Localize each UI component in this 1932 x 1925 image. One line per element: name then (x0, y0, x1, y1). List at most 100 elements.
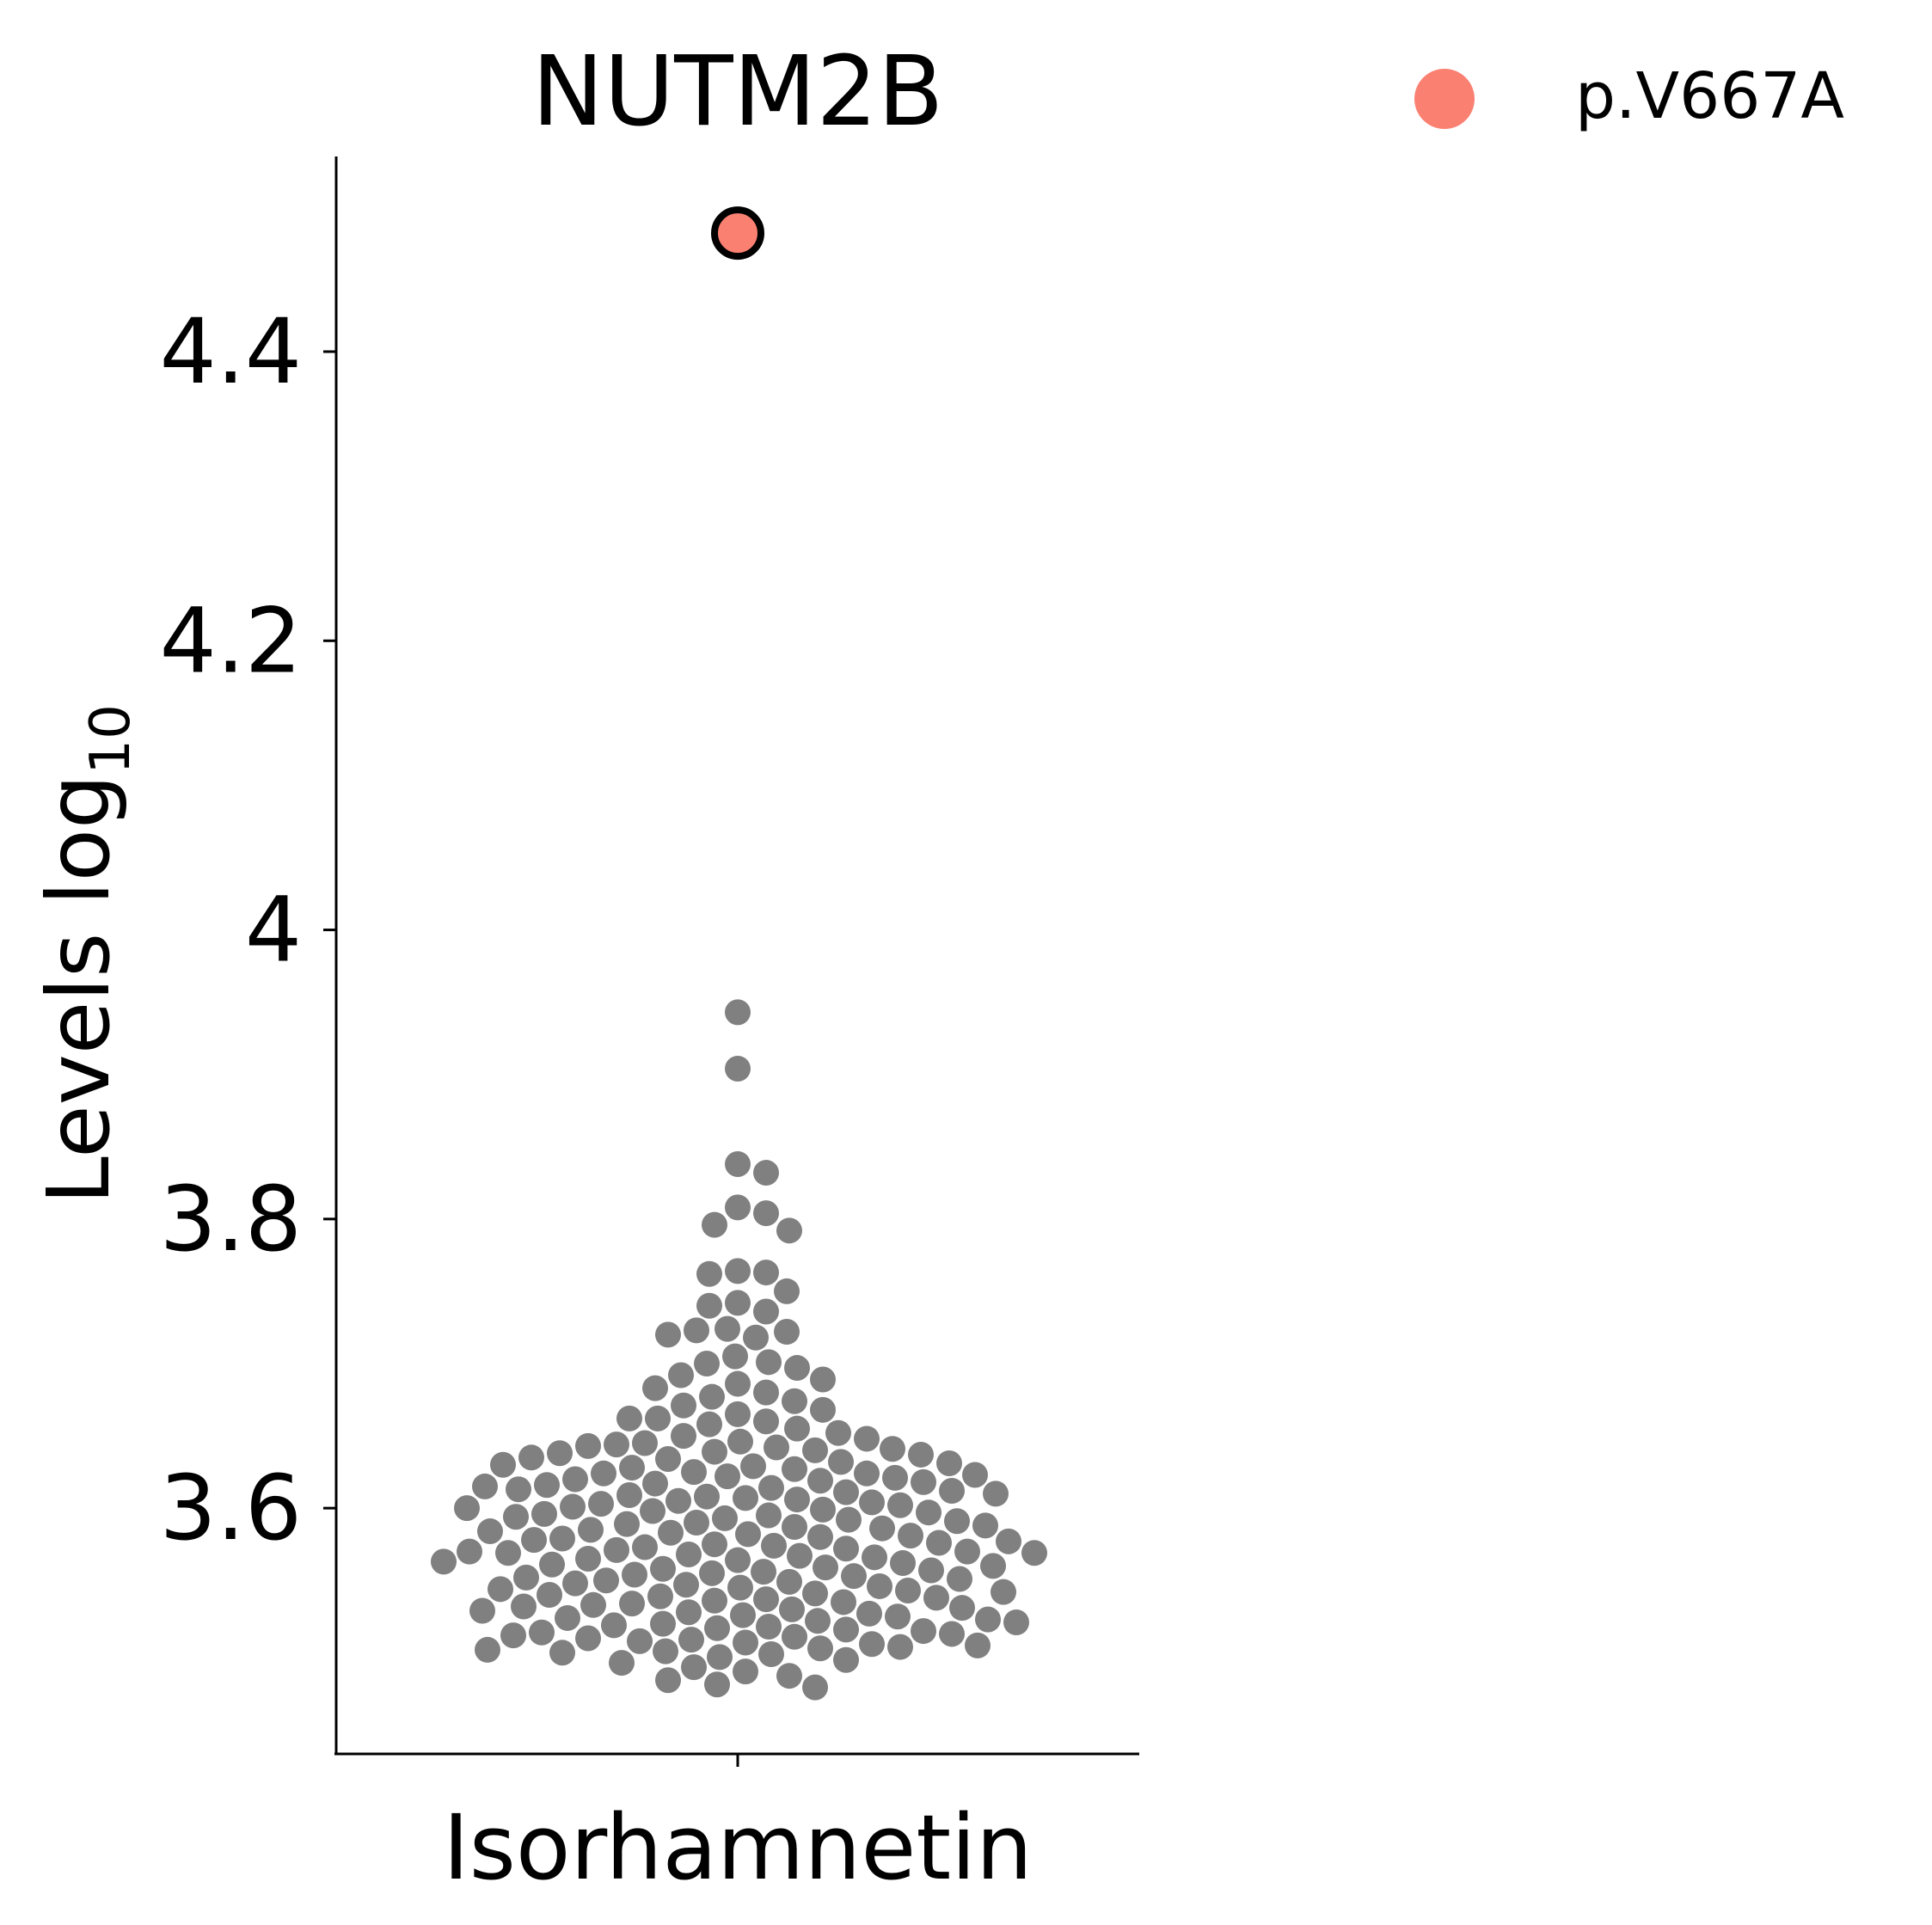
data-point (753, 1200, 779, 1227)
data-point (1021, 1540, 1047, 1566)
data-point (918, 1557, 944, 1584)
data-point (684, 1317, 709, 1344)
data-point (782, 1623, 807, 1650)
data-point (725, 1194, 751, 1221)
data-point (882, 1464, 908, 1491)
data-point (699, 1560, 725, 1586)
data-point (684, 1509, 709, 1536)
data-point (807, 1468, 833, 1494)
y-axis-label-main: Levels log (28, 775, 129, 1205)
data-point (802, 1580, 828, 1607)
data-point (751, 1559, 776, 1585)
data-point (949, 1595, 975, 1622)
data-point (753, 1260, 779, 1286)
data-point (833, 1646, 859, 1673)
data-point (776, 1663, 802, 1689)
data-point (782, 1514, 807, 1541)
data-point (604, 1431, 629, 1458)
data-point (939, 1621, 965, 1647)
data-point (753, 1586, 779, 1613)
data-point (908, 1441, 934, 1468)
data-point (469, 1597, 495, 1624)
y-tick-label: 4.4 (160, 299, 302, 404)
data-point (534, 1472, 560, 1499)
data-point (1003, 1609, 1029, 1635)
data-point (560, 1493, 586, 1520)
data-point (668, 1362, 694, 1389)
data-point (802, 1437, 828, 1463)
data-point (810, 1396, 836, 1423)
data-point (655, 1445, 681, 1472)
data-point (761, 1532, 787, 1559)
data-point (733, 1629, 758, 1656)
data-point (991, 1579, 1016, 1605)
data-point (756, 1614, 782, 1640)
data-point (676, 1541, 702, 1567)
data-point (869, 1515, 895, 1542)
data-point (495, 1540, 521, 1566)
data-point (887, 1492, 913, 1518)
data-point (696, 1411, 722, 1438)
data-point (678, 1627, 704, 1653)
data-point (702, 1531, 727, 1558)
data-point (805, 1608, 831, 1634)
data-point (488, 1576, 513, 1603)
data-point (764, 1434, 789, 1461)
data-point (774, 1278, 800, 1304)
data-point (859, 1489, 885, 1516)
data-point (681, 1459, 707, 1486)
data-point (694, 1483, 720, 1510)
data-point (784, 1355, 810, 1382)
data-point (972, 1512, 998, 1539)
data-point (725, 1401, 751, 1427)
data-point (996, 1528, 1021, 1554)
data-point (622, 1561, 647, 1588)
data-point (725, 1150, 751, 1177)
data-point (975, 1606, 1001, 1633)
data-point (936, 1450, 962, 1477)
data-point (954, 1538, 980, 1565)
data-point (885, 1603, 911, 1630)
data-point (704, 1615, 730, 1641)
data-point (880, 1436, 905, 1462)
data-point (733, 1658, 758, 1685)
data-point (833, 1479, 859, 1505)
data-point (735, 1521, 761, 1548)
data-point (867, 1572, 892, 1599)
y-tick-label: 3.6 (160, 1456, 302, 1560)
data-point (756, 1349, 782, 1376)
data-point (578, 1517, 604, 1543)
data-point (784, 1487, 810, 1513)
x-tick-label: Isorhamnetin (443, 1795, 1033, 1900)
data-point (753, 1160, 779, 1186)
data-point (727, 1428, 753, 1455)
highlight-point (711, 206, 764, 261)
data-point (696, 1260, 722, 1287)
data-point (658, 1519, 684, 1546)
data-point (911, 1618, 936, 1645)
data-point (947, 1566, 972, 1592)
data-point (475, 1636, 500, 1663)
data-point (898, 1523, 923, 1549)
data-point (702, 1211, 727, 1238)
data-point (655, 1667, 681, 1694)
data-point (642, 1470, 668, 1497)
data-point (575, 1625, 601, 1652)
data-point (782, 1388, 807, 1414)
data-point (916, 1499, 941, 1526)
data-point (831, 1589, 856, 1615)
y-axis-label: Levels log10 (28, 704, 143, 1205)
data-point (518, 1444, 544, 1471)
data-point (758, 1474, 784, 1501)
data-point (841, 1563, 867, 1590)
data-point (627, 1628, 653, 1654)
data-point (575, 1546, 601, 1572)
legend-label: p.V667A (1575, 59, 1844, 133)
data-point (787, 1542, 813, 1569)
data-point (604, 1536, 629, 1563)
data-point (650, 1555, 676, 1582)
data-point (537, 1582, 562, 1609)
data-point (702, 1438, 727, 1465)
data-point (645, 1405, 671, 1431)
